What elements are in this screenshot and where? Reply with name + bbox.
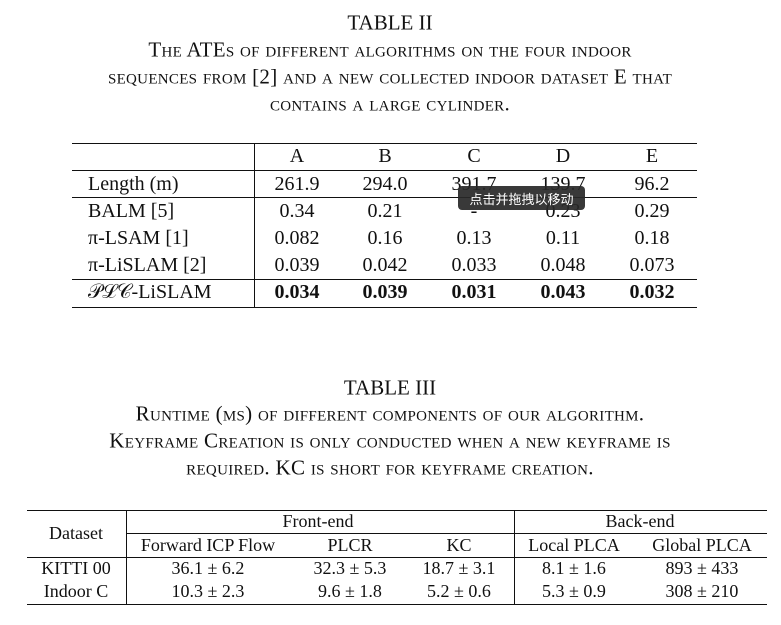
rule	[254, 143, 255, 307]
table-label: TABLE III	[343, 375, 437, 400]
cell: 8.1 ± 1.6	[542, 558, 606, 578]
table-caption: sequences from [2] and a new collected i…	[107, 64, 673, 89]
cell: 0.073	[629, 254, 675, 276]
cell: 0.039	[362, 281, 408, 303]
row-label: π-LiSLAM [2]	[88, 254, 207, 276]
group-header: Front-end	[282, 511, 354, 531]
cell: 0.21	[367, 200, 403, 222]
cell: 0.042	[362, 254, 408, 276]
rule	[72, 307, 697, 308]
rule	[72, 170, 697, 171]
row-label: π-LSAM [1]	[88, 227, 189, 249]
cell: 5.2 ± 0.6	[427, 581, 491, 601]
rule	[27, 510, 767, 511]
cell: 0.11	[545, 227, 581, 249]
cell: 0.082	[274, 227, 320, 249]
cell: 0.13	[456, 227, 492, 249]
cell: 0.043	[540, 281, 586, 303]
cell: 0.032	[629, 281, 675, 303]
cell: 0.034	[274, 281, 320, 303]
row-label: 𝒫ℒ𝒞-LiSLAM	[88, 281, 212, 303]
cell: 0.16	[367, 227, 403, 249]
column-header: Forward ICP Flow	[140, 535, 276, 555]
rule	[126, 510, 127, 604]
cell: 261.9	[274, 173, 320, 195]
cell: -	[470, 200, 478, 222]
cell: 10.3 ± 2.3	[171, 581, 245, 601]
rule	[514, 510, 515, 604]
row-label: BALM [5]	[88, 200, 175, 222]
cell: 0.048	[540, 254, 586, 276]
rule	[126, 533, 767, 534]
table-caption: Keyframe Creation is only conducted when…	[109, 428, 671, 453]
rule	[27, 604, 767, 605]
tooltip[interactable]: 点击并拖拽以移动	[458, 186, 585, 210]
column-header: B	[378, 145, 392, 167]
cell: 9.6 ± 1.8	[318, 581, 382, 601]
cell: 5.3 ± 0.9	[542, 581, 606, 601]
cell: 36.1 ± 6.2	[171, 558, 245, 578]
cell: 0.18	[634, 227, 670, 249]
cell: 0.033	[451, 254, 497, 276]
column-header: KC	[446, 535, 472, 555]
row-label: Length (m)	[88, 173, 179, 195]
cell: 0.039	[274, 254, 320, 276]
column-header: D	[555, 145, 571, 167]
column-header: C	[467, 145, 481, 167]
table-caption: The ATEs of different algorithms on the …	[148, 37, 632, 62]
column-header: Global PLCA	[652, 535, 752, 555]
column-header: PLCR	[327, 535, 373, 555]
table-label: TABLE II	[347, 10, 433, 35]
cell: 308 ± 210	[665, 581, 739, 601]
column-header: E	[645, 145, 659, 167]
table-caption: Runtime (ms) of different components of …	[135, 401, 645, 426]
group-header: Back-end	[605, 511, 675, 531]
table-caption: contains a large cylinder.	[269, 91, 511, 116]
cell: 18.7 ± 3.1	[422, 558, 496, 578]
cell: 294.0	[362, 173, 408, 195]
row-label: Indoor C	[43, 581, 109, 601]
cell: 0.34	[279, 200, 315, 222]
row-header: Dataset	[49, 523, 103, 543]
rule	[27, 557, 767, 558]
row-label: KITTI 00	[41, 558, 111, 578]
rule	[72, 279, 697, 280]
rule	[72, 197, 697, 198]
cell: 0.031	[451, 281, 497, 303]
table-caption: required. KC is short for keyframe creat…	[186, 455, 594, 480]
column-header: A	[289, 145, 305, 167]
cell: 893 ± 433	[665, 558, 739, 578]
cell: 0.29	[634, 200, 670, 222]
column-header: Local PLCA	[528, 535, 620, 555]
cell: 32.3 ± 5.3	[313, 558, 387, 578]
rule	[72, 143, 697, 144]
cell: 96.2	[634, 173, 670, 195]
